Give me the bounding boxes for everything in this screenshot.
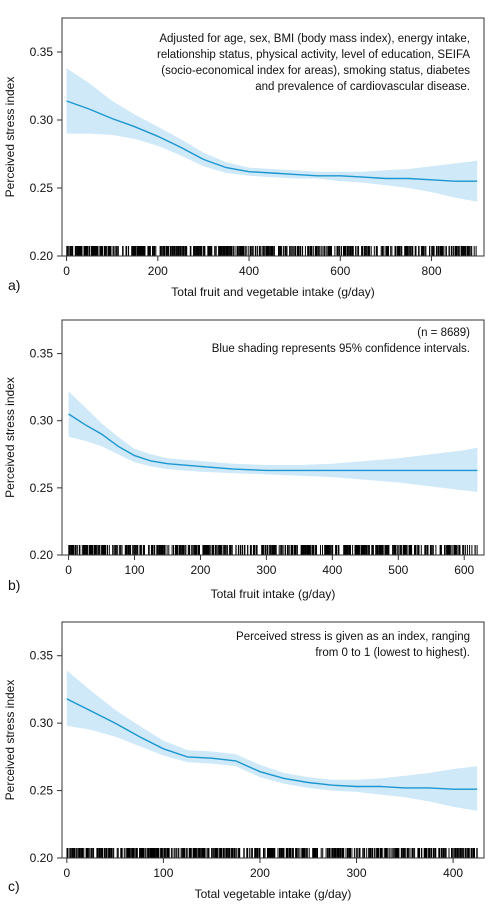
- x-tick-label: 300: [347, 866, 367, 880]
- annotation-line: and prevalence of cardiovascular disease…: [255, 81, 470, 93]
- y-tick-label: 0.20: [30, 249, 54, 263]
- annotation-line: Blue shading represents 95% confidence i…: [212, 343, 470, 355]
- confidence-band: [68, 391, 478, 492]
- plot-frame: [61, 319, 485, 556]
- x-axis-title: Total fruit intake (g/day): [211, 587, 336, 601]
- y-axis-title: Perceived stress index: [3, 680, 17, 801]
- y-tick-label: 0.25: [30, 784, 54, 798]
- y-axis-title: Perceived stress index: [3, 77, 17, 198]
- chart-panel-3: 0.20 0.25 0.30 0.35 0 100 200 300 400 Total veget…: [3, 621, 485, 901]
- y-tick-label: 0.35: [30, 45, 54, 59]
- x-tick-label: 600: [330, 264, 350, 278]
- panel-label: b): [8, 577, 20, 593]
- x-tick-label: 100: [153, 866, 173, 880]
- plot-frame: [61, 621, 485, 859]
- rug-marks: [68, 545, 478, 555]
- x-axis-title: Total vegetable intake (g/day): [195, 887, 352, 901]
- y-tick-label: 0.30: [30, 113, 54, 127]
- confidence-band: [66, 68, 478, 202]
- x-axis-title: Total fruit and vegetable intake (g/day): [171, 285, 374, 299]
- x-tick-label: 200: [148, 264, 168, 278]
- plot-frame: [61, 17, 485, 257]
- annotation-line: (n = 8689): [417, 327, 470, 339]
- rug-marks: [66, 246, 477, 256]
- y-tick-label: 0.35: [30, 649, 54, 663]
- x-tick-label: 200: [250, 866, 270, 880]
- fitted-line: [68, 413, 478, 472]
- y-tick-label: 0.25: [30, 481, 54, 495]
- x-tick-label: 0: [63, 866, 70, 880]
- chart-panel-1: 0.20 0.25 0.30 0.35 0 200 400 600 800 Total fruit…: [3, 17, 485, 299]
- fitted-line: [66, 100, 478, 182]
- y-tick-label: 0.20: [30, 851, 54, 865]
- x-tick-label: 100: [125, 563, 145, 577]
- y-tick-label: 0.20: [30, 548, 54, 562]
- x-tick-label: 800: [422, 264, 442, 278]
- annotation-line: relationship status, physical activity, …: [157, 49, 470, 61]
- panel-label: c): [8, 878, 20, 894]
- x-tick-label: 400: [322, 563, 342, 577]
- annotation-line: from 0 to 1 (lowest to highest).: [315, 647, 470, 659]
- y-tick-label: 0.30: [30, 716, 54, 730]
- x-tick-label: 0: [65, 563, 72, 577]
- y-tick-label: 0.35: [30, 347, 54, 361]
- fitted-line: [66, 698, 478, 790]
- annotation-line: Perceived stress is given as an index, r…: [236, 631, 470, 643]
- annotation-line: (socio-economical index for areas), smok…: [161, 65, 470, 77]
- x-tick-label: 0: [63, 264, 70, 278]
- y-axis-title: Perceived stress index: [3, 377, 17, 498]
- y-tick-label: 0.25: [30, 181, 54, 195]
- panel-label: a): [8, 277, 20, 293]
- annotation-line: Adjusted for age, sex, BMI (body mass in…: [159, 33, 470, 45]
- chart-panel-2: 0.20 0.25 0.30 0.35 0 100 200 300 400 500 600 Total…: [3, 319, 485, 601]
- x-tick-label: 600: [454, 563, 474, 577]
- y-tick-label: 0.30: [30, 414, 54, 428]
- x-tick-label: 200: [190, 563, 210, 577]
- confidence-band: [66, 670, 478, 811]
- rug-marks: [66, 848, 478, 858]
- x-tick-label: 400: [443, 866, 463, 880]
- x-tick-label: 500: [388, 563, 408, 577]
- x-tick-label: 400: [239, 264, 259, 278]
- x-tick-label: 300: [256, 563, 276, 577]
